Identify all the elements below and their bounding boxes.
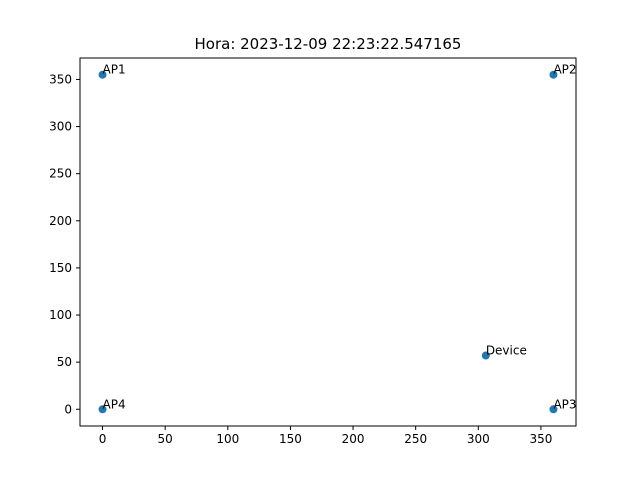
x-tick-label: 300: [467, 432, 490, 446]
point-label-ap2: AP2: [553, 63, 576, 77]
y-tick-label: 350: [49, 72, 72, 86]
x-tick-label: 350: [529, 432, 552, 446]
scatter-point-device: [481, 351, 490, 360]
point-label-ap1: AP1: [103, 63, 126, 77]
chart-title: Hora: 2023-12-09 22:23:22.547165: [195, 35, 462, 53]
point-label-ap3: AP3: [553, 397, 576, 411]
x-tick-label: 250: [404, 432, 427, 446]
x-tick-label: 150: [279, 432, 302, 446]
point-label-device: Device: [486, 344, 527, 358]
x-tick-label: 200: [342, 432, 365, 446]
axes-frame: [79, 57, 577, 427]
scatter-point-ap1: [98, 70, 107, 79]
y-tick-label: 200: [49, 214, 72, 228]
y-tick-label: 100: [49, 308, 72, 322]
y-tick-label: 300: [49, 120, 72, 134]
y-tick-label: 0: [64, 402, 72, 416]
x-tick-label: 0: [99, 432, 107, 446]
y-tick-label: 150: [49, 261, 72, 275]
point-label-ap4: AP4: [103, 397, 126, 411]
y-tick-label: 250: [49, 167, 72, 181]
scatter-point-ap2: [549, 70, 558, 79]
x-tick-label: 50: [158, 432, 173, 446]
plot-area: 0 50 100 150 200 250 300 350 0 50 100 150 200 250 300 3…: [49, 63, 576, 446]
y-tick-label: 50: [57, 355, 72, 369]
scatter-point-ap4: [98, 405, 107, 414]
x-tick-label: 100: [216, 432, 239, 446]
scatter-point-ap3: [549, 405, 558, 414]
